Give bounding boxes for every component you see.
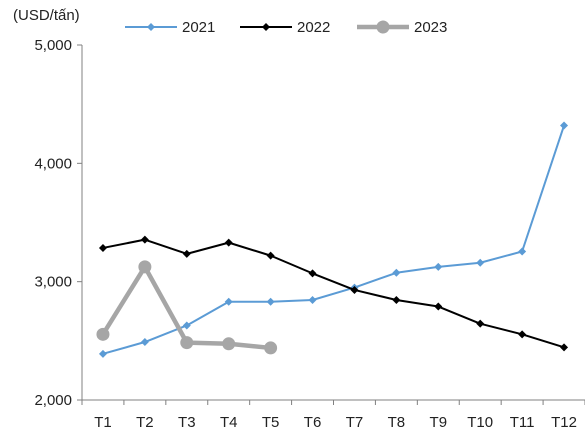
legend-item-2022: 2022 (240, 19, 330, 36)
legend-item-2021: 2021 (125, 19, 215, 36)
y-tick-label: 4,000 (34, 155, 72, 172)
legend-label: 2022 (297, 19, 330, 36)
data-point (266, 297, 275, 306)
data-point (96, 327, 110, 341)
x-tick-label: T9 (430, 414, 448, 431)
data-point (518, 247, 527, 256)
x-tick-label: T4 (220, 414, 238, 431)
data-point (138, 260, 152, 274)
legend-item-2023: 2023 (357, 19, 447, 36)
data-point (434, 262, 443, 271)
data-point (476, 319, 485, 328)
data-point (224, 297, 233, 306)
y-axis-unit-label: (USD/tấn) (13, 7, 80, 24)
data-point (518, 330, 527, 339)
legend: 2021 2022 2023 (125, 19, 447, 36)
legend-marker (262, 23, 270, 31)
series-2021 (98, 121, 569, 358)
axes: 2,000 3,000 4,000 5,000 T1 T2 T3 T4 T5 T6 T7 T8 T9 T1… (34, 37, 585, 431)
data-point (222, 337, 236, 351)
x-tick-label: T3 (178, 414, 196, 431)
data-point (434, 302, 443, 311)
data-point (98, 349, 107, 358)
data-point (476, 258, 485, 267)
data-point (264, 341, 278, 355)
data-point (350, 285, 359, 294)
series-line (102, 238, 565, 349)
series-2022 (98, 235, 569, 352)
series-2023 (96, 260, 278, 355)
x-tick-label: T6 (304, 414, 322, 431)
data-point (98, 243, 107, 252)
data-point (182, 321, 191, 330)
x-tick-label: T7 (346, 414, 364, 431)
x-tick-label: T11 (510, 414, 535, 431)
data-point (308, 269, 317, 278)
x-tick-label: T10 (467, 414, 493, 431)
legend-label: 2021 (182, 19, 215, 36)
x-tick-label: T1 (94, 414, 112, 431)
y-tick-label: 3,000 (34, 274, 72, 291)
data-point (392, 268, 401, 277)
data-point (224, 238, 233, 247)
data-point (140, 338, 149, 347)
data-point (266, 251, 275, 260)
data-point (392, 296, 401, 305)
legend-marker (147, 23, 155, 31)
x-tick-label: T8 (388, 414, 406, 431)
legend-marker (376, 20, 390, 34)
series-line (101, 264, 271, 351)
data-point (560, 121, 569, 130)
data-point (560, 343, 569, 352)
data-point (180, 336, 194, 350)
data-point (182, 249, 191, 258)
data-point (308, 296, 317, 305)
y-tick-label: 2,000 (34, 392, 72, 409)
data-point (140, 235, 149, 244)
legend-label: 2023 (414, 19, 447, 36)
x-tick-label: T5 (262, 414, 280, 431)
x-tick-label: T2 (136, 414, 154, 431)
y-tick-label: 5,000 (34, 37, 72, 54)
x-tick-label: T12 (551, 414, 577, 431)
plot-area (96, 121, 569, 358)
